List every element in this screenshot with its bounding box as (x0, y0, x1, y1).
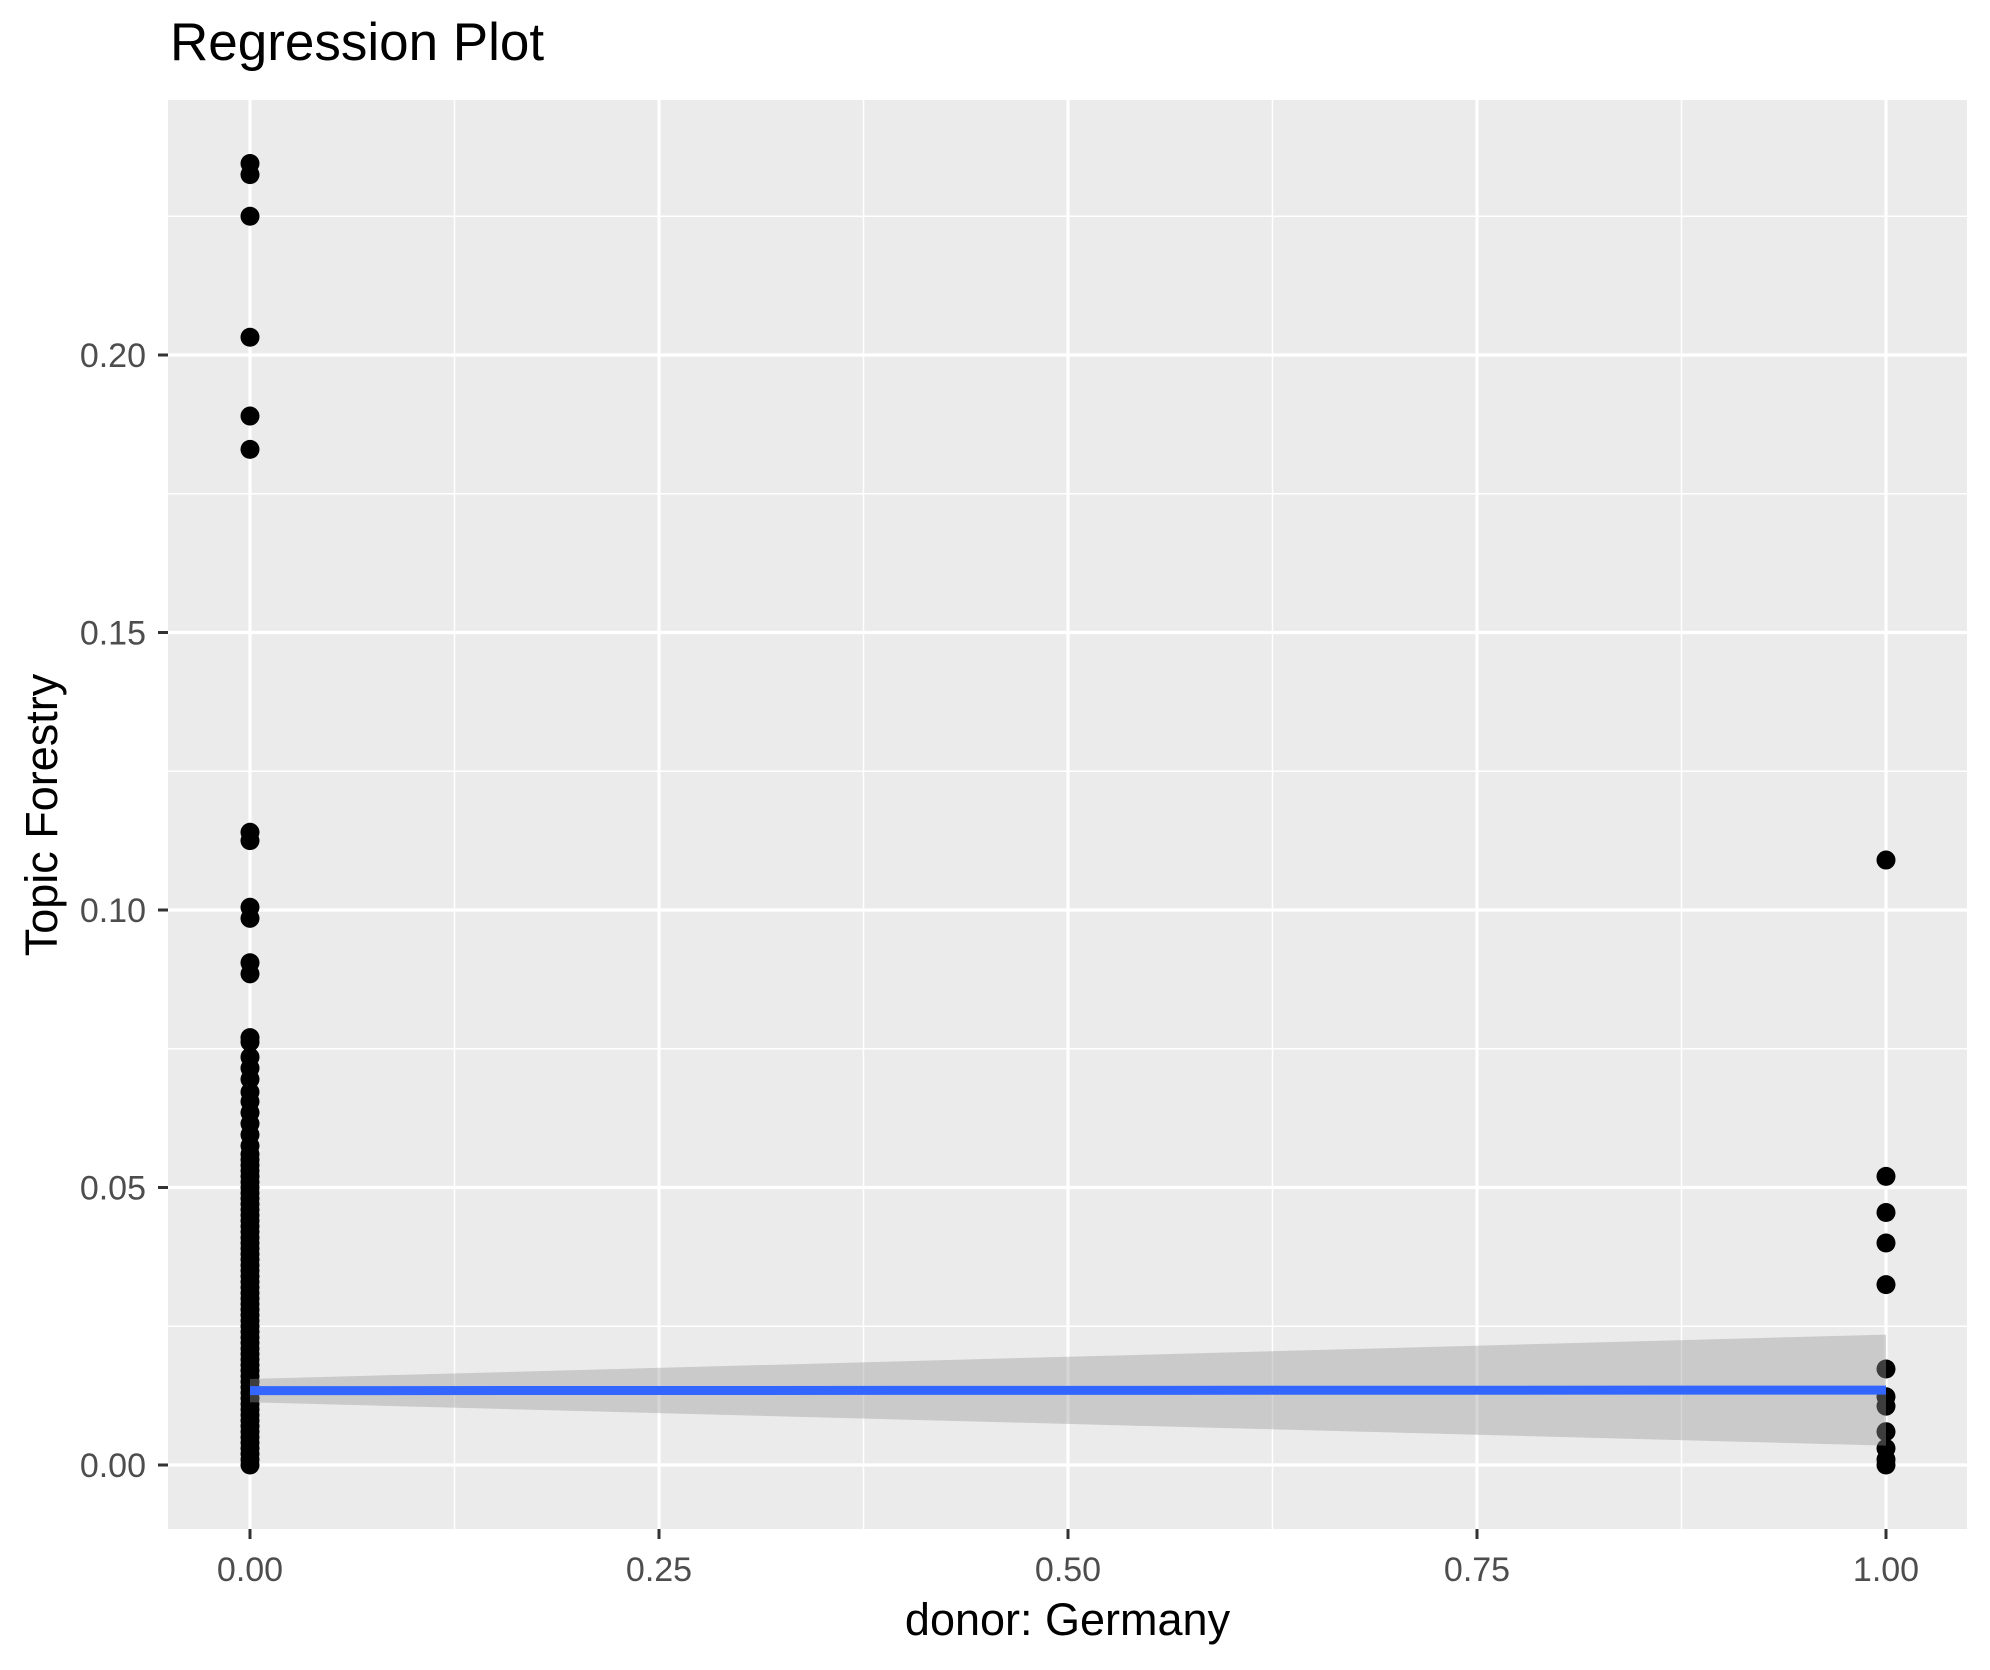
data-point (1876, 1166, 1896, 1186)
y-axis-tick-label: 0.15 (80, 615, 146, 653)
data-point (240, 1028, 260, 1048)
data-point (240, 953, 260, 973)
regression-line (249, 1385, 1887, 1396)
data-point (1876, 1275, 1896, 1295)
data-point (1876, 1438, 1896, 1458)
x-axis-tick-label: 1.00 (1853, 1551, 1919, 1589)
y-axis-title: Topic Forestry (16, 673, 67, 957)
y-axis-tick-label: 0.05 (80, 1170, 146, 1208)
data-point (240, 406, 260, 426)
data-point (240, 897, 260, 917)
y-axis-tick-label: 0.20 (80, 337, 146, 375)
data-point (1876, 1359, 1896, 1379)
data-point (240, 327, 260, 347)
data-point (240, 154, 260, 174)
y-axis-tick-label: 0.10 (80, 892, 146, 930)
x-axis-title: donor: Germany (904, 1594, 1231, 1645)
x-axis-tick-label: 0.50 (1035, 1551, 1101, 1589)
data-point (1876, 1233, 1896, 1253)
x-axis-tick-label: 0.25 (626, 1551, 692, 1589)
x-axis-tick-label: 0.75 (1444, 1551, 1510, 1589)
data-point (1876, 1422, 1896, 1442)
data-point (1876, 1202, 1896, 1222)
plot-title: Regression Plot (170, 13, 545, 72)
data-point (240, 439, 260, 459)
data-point (240, 1047, 260, 1067)
data-point (240, 822, 260, 842)
x-axis-tick-label: 0.00 (217, 1551, 283, 1589)
y-axis-tick-label: 0.00 (80, 1447, 146, 1485)
data-point (1876, 850, 1896, 870)
data-point (240, 206, 260, 226)
